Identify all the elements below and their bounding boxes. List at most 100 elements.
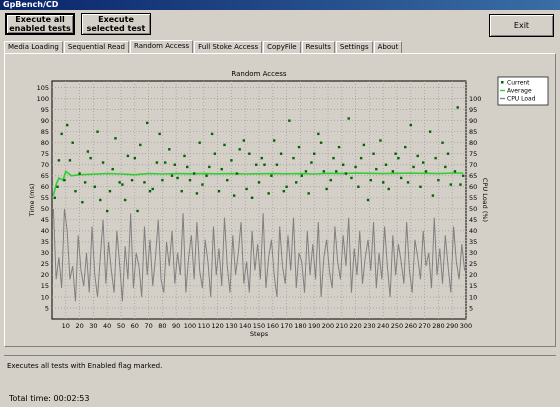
current-point <box>375 167 378 171</box>
current-point <box>71 141 74 144</box>
current-point <box>180 189 183 193</box>
y-tick-label: 15 <box>41 282 49 290</box>
current-point <box>96 130 99 133</box>
current-point <box>146 121 149 125</box>
y2-tick-label: 60 <box>469 183 477 191</box>
current-point <box>404 145 407 149</box>
x-tick-label: 190 <box>308 322 320 330</box>
execute-selected-button[interactable]: Execute selected test <box>81 13 151 35</box>
current-point <box>449 183 453 186</box>
current-point <box>130 178 134 182</box>
tab-copyfile[interactable]: CopyFile <box>263 41 301 53</box>
y2-tick-label: 95 <box>469 106 477 114</box>
tab-sequential-read[interactable]: Sequential Read <box>63 41 129 53</box>
y2-tick-label: 90 <box>469 117 477 125</box>
current-point <box>143 181 146 184</box>
x-tick-label: 130 <box>225 322 237 330</box>
current-point <box>357 185 360 188</box>
current-point <box>188 178 192 182</box>
current-point <box>86 150 90 153</box>
current-point <box>205 174 208 177</box>
current-point <box>285 185 288 188</box>
tab-settings[interactable]: Settings <box>335 41 373 53</box>
current-point <box>183 154 186 158</box>
title-bar: GpBench/CD <box>0 0 560 10</box>
current-point <box>344 172 348 175</box>
current-point <box>118 181 121 184</box>
x-tick-label: 60 <box>131 322 139 330</box>
x-tick-label: 110 <box>198 322 210 330</box>
current-point <box>226 178 229 182</box>
current-point <box>198 141 201 144</box>
current-point <box>431 194 435 197</box>
current-point <box>63 178 66 182</box>
tab-media-loading[interactable]: Media Loading <box>4 41 63 53</box>
current-point <box>245 187 248 191</box>
current-point <box>288 119 291 122</box>
legend-box <box>497 76 549 106</box>
y2-tick-label: 5 <box>469 304 473 312</box>
current-point <box>101 161 105 164</box>
tab-about[interactable]: About <box>373 41 403 53</box>
current-point <box>208 165 211 169</box>
current-point <box>292 156 295 160</box>
x-tick-label: 200 <box>322 322 334 330</box>
tab-results[interactable]: Results <box>301 41 335 53</box>
current-point <box>354 165 357 169</box>
current-point <box>310 161 313 164</box>
current-point <box>434 156 437 160</box>
x-tick-label: 50 <box>117 322 125 330</box>
current-point <box>139 143 142 147</box>
current-point <box>89 156 92 160</box>
tab-strip: Media Loading Sequential Read Random Acces… <box>4 40 403 53</box>
y-tick-label: 25 <box>41 260 49 268</box>
current-point <box>235 172 239 175</box>
y2-tick-label: 35 <box>469 238 477 246</box>
tab-random-access[interactable]: Random Access <box>130 40 194 53</box>
y2-tick-label: 65 <box>469 172 477 180</box>
x-tick-label: 20 <box>75 322 83 330</box>
current-point <box>419 185 422 188</box>
current-point <box>93 185 96 188</box>
current-point <box>223 143 226 147</box>
current-point <box>317 132 320 136</box>
current-point <box>81 201 84 204</box>
current-point <box>304 170 308 173</box>
current-point <box>57 159 61 162</box>
current-point <box>394 152 397 155</box>
y-tick-label: 35 <box>41 238 49 246</box>
x-tick-label: 240 <box>377 322 389 330</box>
current-point <box>99 198 102 202</box>
y2-tick-label: 30 <box>469 249 477 257</box>
y-axis-label: Time (ms) <box>28 184 36 218</box>
current-point <box>176 176 179 180</box>
current-point <box>379 139 382 142</box>
current-point <box>437 178 440 182</box>
tab-full-stoke-access[interactable]: Full Stoke Access <box>194 41 263 53</box>
current-point <box>155 161 159 164</box>
current-point <box>329 178 332 182</box>
y-tick-label: 85 <box>41 128 49 136</box>
current-point <box>136 209 139 213</box>
y-tick-label: 40 <box>41 227 49 235</box>
x-tick-label: 300 <box>460 322 472 330</box>
current-point <box>123 198 127 202</box>
average-line <box>52 169 464 196</box>
exit-button[interactable]: Exit <box>489 14 554 37</box>
y2-axis-label: CPU Load (%) <box>481 178 489 222</box>
y-tick-label: 55 <box>41 194 49 202</box>
current-point <box>300 174 303 177</box>
current-point <box>362 143 366 147</box>
x-tick-label: 100 <box>184 322 196 330</box>
execute-all-button[interactable]: Execute all enabled tests <box>5 13 75 35</box>
current-point <box>424 170 428 173</box>
current-point <box>53 196 56 199</box>
total-time-value: 00:02:53 <box>53 394 90 403</box>
current-point <box>428 130 432 133</box>
current-point <box>151 187 154 191</box>
current-point <box>168 148 171 151</box>
current-point <box>56 185 59 188</box>
x-tick-label: 40 <box>103 322 111 330</box>
current-point <box>297 145 301 149</box>
current-point <box>295 181 298 184</box>
